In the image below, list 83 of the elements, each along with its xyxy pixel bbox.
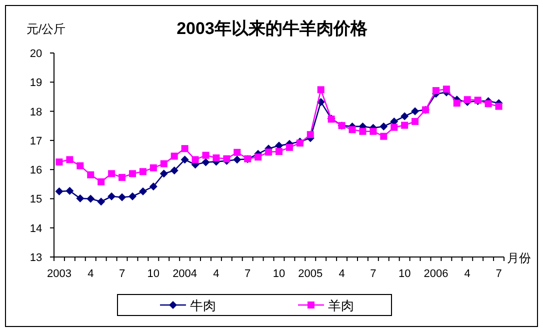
point [55, 187, 64, 196]
point [170, 166, 178, 174]
point [233, 156, 242, 164]
y-tick-label: 14 [30, 222, 42, 235]
point [432, 87, 440, 94]
point [180, 156, 189, 164]
point [411, 107, 420, 116]
title: 2003年以来的牛羊肉价格 [176, 19, 368, 38]
point [464, 96, 471, 104]
point [390, 124, 398, 131]
point [97, 198, 106, 206]
point [234, 148, 241, 156]
x-tick-label: 10 [272, 268, 286, 280]
y-tick-label: 19 [30, 77, 42, 90]
x-tick-label: 7 [118, 268, 126, 280]
point [160, 160, 168, 168]
point [76, 162, 84, 170]
point [380, 132, 388, 140]
point [128, 170, 136, 178]
x-tick-label: 4 [213, 268, 220, 280]
point [118, 193, 126, 202]
x-tick-label: 2005 [298, 268, 323, 280]
point [170, 152, 178, 160]
point [401, 122, 408, 129]
point [160, 170, 168, 178]
point [108, 170, 116, 178]
point [181, 145, 188, 152]
x-tick-label: 7 [370, 268, 376, 280]
point [317, 86, 324, 94]
ylabel: 元/公斤 [26, 22, 66, 36]
point [359, 128, 366, 135]
point [202, 158, 210, 166]
point [108, 192, 116, 200]
y-tick-label: 13 [30, 252, 42, 264]
point [286, 144, 293, 151]
y-tick-label: 16 [30, 164, 42, 177]
point [128, 192, 136, 200]
point [118, 174, 126, 181]
point [223, 155, 230, 162]
point [380, 122, 388, 130]
x-tick-label: 10 [398, 268, 411, 280]
point [495, 102, 502, 110]
x-tick-label: 2006 [424, 268, 448, 280]
point [442, 86, 450, 93]
point [453, 100, 460, 107]
xlabel: 月份 [507, 251, 531, 265]
point [192, 156, 199, 164]
point [412, 118, 419, 125]
point [150, 164, 157, 172]
point [56, 158, 63, 166]
x-tick-label: 7 [496, 268, 502, 280]
point [76, 194, 84, 202]
point [276, 148, 282, 156]
point [139, 168, 146, 176]
point [66, 186, 74, 195]
point [212, 154, 220, 162]
y-tick-label: 18 [30, 106, 42, 118]
x-tick-label: 4 [88, 268, 94, 280]
point [138, 187, 147, 196]
x-tick-label: 10 [147, 268, 160, 280]
point [348, 126, 356, 134]
x-tick-label: 2003 [46, 268, 72, 280]
y-tick-label: 20 [30, 48, 42, 60]
y-tick-label: 15 [30, 194, 42, 206]
x-tick-label: 4 [464, 268, 470, 280]
point [98, 178, 105, 186]
point [87, 171, 94, 178]
point [254, 154, 262, 161]
point [66, 156, 74, 164]
x-tick-label: 7 [244, 268, 251, 280]
legend-label: 牛肉 [190, 298, 216, 313]
point [400, 112, 409, 120]
point [149, 182, 158, 190]
x-tick-label: 4 [338, 268, 345, 280]
legend-label: 羊肉 [328, 298, 354, 313]
point [202, 152, 210, 159]
y-tick-label: 17 [30, 135, 42, 148]
point [86, 194, 95, 203]
point [370, 128, 377, 135]
point [484, 100, 492, 108]
x-tick-label: 2004 [172, 268, 198, 280]
point [265, 148, 272, 156]
point [306, 131, 314, 138]
